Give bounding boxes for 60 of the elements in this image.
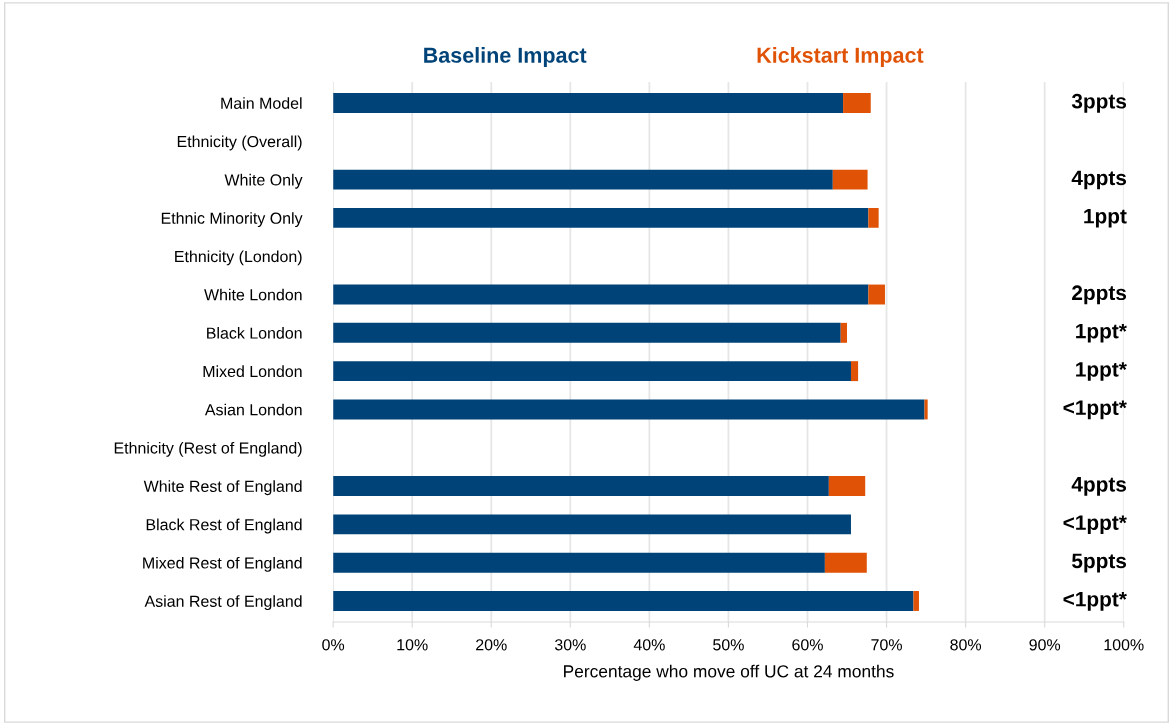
y-tick-label: Black Rest of England [146,518,302,534]
x-axis-title: Percentage who move off UC at 24 months [564,664,894,681]
x-tick-label: 90% [1029,639,1061,651]
x-tick-label: 0% [322,639,345,651]
x-tick-label: 60% [792,639,823,651]
bar [333,93,844,113]
x-tick-label: 100% [1104,639,1144,651]
y-tick-label: Ethnic Minority Only [161,212,303,228]
annotation: <1ppt* [1063,592,1127,611]
bar [832,169,868,190]
y-tick-label: Mixed London [203,365,302,378]
y-tick-label: Mixed Rest of England [143,556,302,572]
bar [333,476,829,497]
x-tick-label: 20% [476,639,507,651]
bar [333,591,914,611]
annotation: 1ppt* [1076,323,1127,343]
series-label: Baseline Impact [424,47,587,68]
annotation: <1ppt* [1063,515,1127,535]
y-tick-label: White London [204,288,302,301]
bar [868,284,885,305]
annotation: 5ppts [1071,553,1127,573]
annotation: 3ppts [1071,93,1127,113]
bar [333,552,825,573]
bar [333,514,851,535]
bar [333,207,869,228]
y-tick-label: Ethnicity (Overall) [177,135,302,151]
bar [333,322,841,343]
bar [913,591,919,611]
bar [828,476,866,497]
series-label: Kickstart Impact [757,47,924,68]
y-tick-label: Asian London [204,403,302,416]
bar [850,361,859,382]
bar [868,207,879,228]
annotation: 1ppt [1084,208,1127,228]
bar [333,361,851,382]
x-tick-label: 10% [397,639,428,651]
x-tick-label: 50% [713,639,744,651]
annotation: 4ppts [1071,170,1127,190]
bar [924,399,928,420]
annotation: 1ppt* [1076,362,1127,381]
x-tick-label: 80% [950,639,982,651]
y-tick-label: Main Model [221,97,302,109]
x-tick-label: 30% [554,639,586,651]
bar [824,552,867,573]
bar [333,169,833,190]
annotation: 4ppts [1071,477,1127,496]
x-tick-label: 40% [633,639,665,651]
bar [843,93,871,113]
annotation: 2ppts [1072,285,1127,305]
y-tick-label: Black London [207,327,302,339]
annotation: <1ppt* [1063,400,1127,420]
y-tick-label: White Only [224,173,303,189]
bar [333,399,925,420]
y-tick-label: Ethnicity (Rest of England) [114,441,302,457]
y-tick-label: Asian Rest of England [144,595,302,611]
x-tick-label: 70% [871,639,902,651]
bar [333,284,869,305]
y-tick-label: Ethnicity (London) [175,250,302,266]
y-tick-label: White Rest of England [143,480,302,496]
bar [840,322,848,343]
